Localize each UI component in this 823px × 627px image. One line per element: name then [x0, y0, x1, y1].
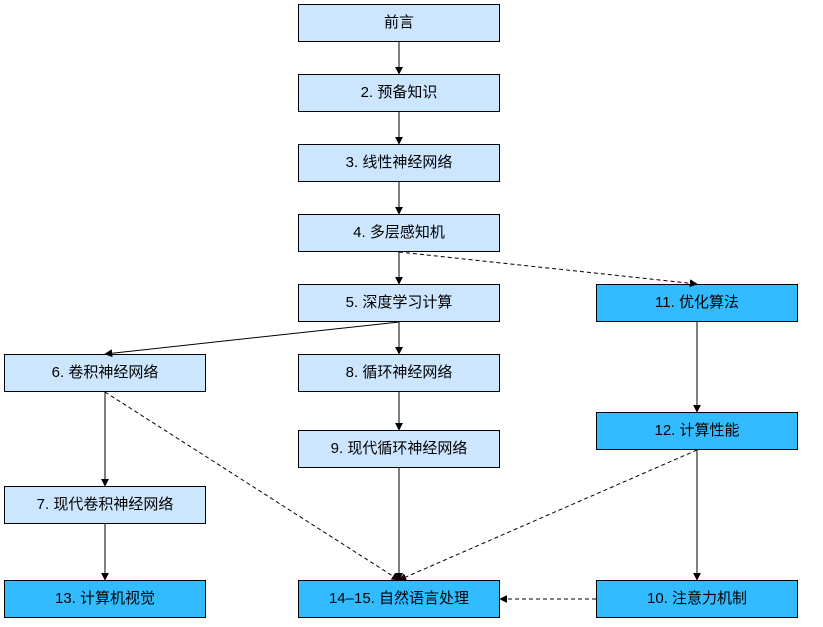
node-n8: 8. 循环神经网络: [298, 354, 500, 392]
edge-n5-n6: [105, 322, 399, 354]
node-n5: 5. 深度学习计算: [298, 284, 500, 322]
edge-n4-n11: [399, 252, 697, 284]
node-n7: 7. 现代卷积神经网络: [4, 486, 206, 524]
node-n2: 2. 预备知识: [298, 74, 500, 112]
node-n3: 3. 线性神经网络: [298, 144, 500, 182]
edge-n12-n14: [399, 450, 697, 580]
node-n11: 11. 优化算法: [596, 284, 798, 322]
node-n10: 10. 注意力机制: [596, 580, 798, 618]
node-n13: 13. 计算机视觉: [4, 580, 206, 618]
node-n9: 9. 现代循环神经网络: [298, 430, 500, 468]
node-n6: 6. 卷积神经网络: [4, 354, 206, 392]
node-n12: 12. 计算性能: [596, 412, 798, 450]
node-n4: 4. 多层感知机: [298, 214, 500, 252]
node-n14: 14–15. 自然语言处理: [298, 580, 500, 618]
node-n1: 前言: [298, 4, 500, 42]
